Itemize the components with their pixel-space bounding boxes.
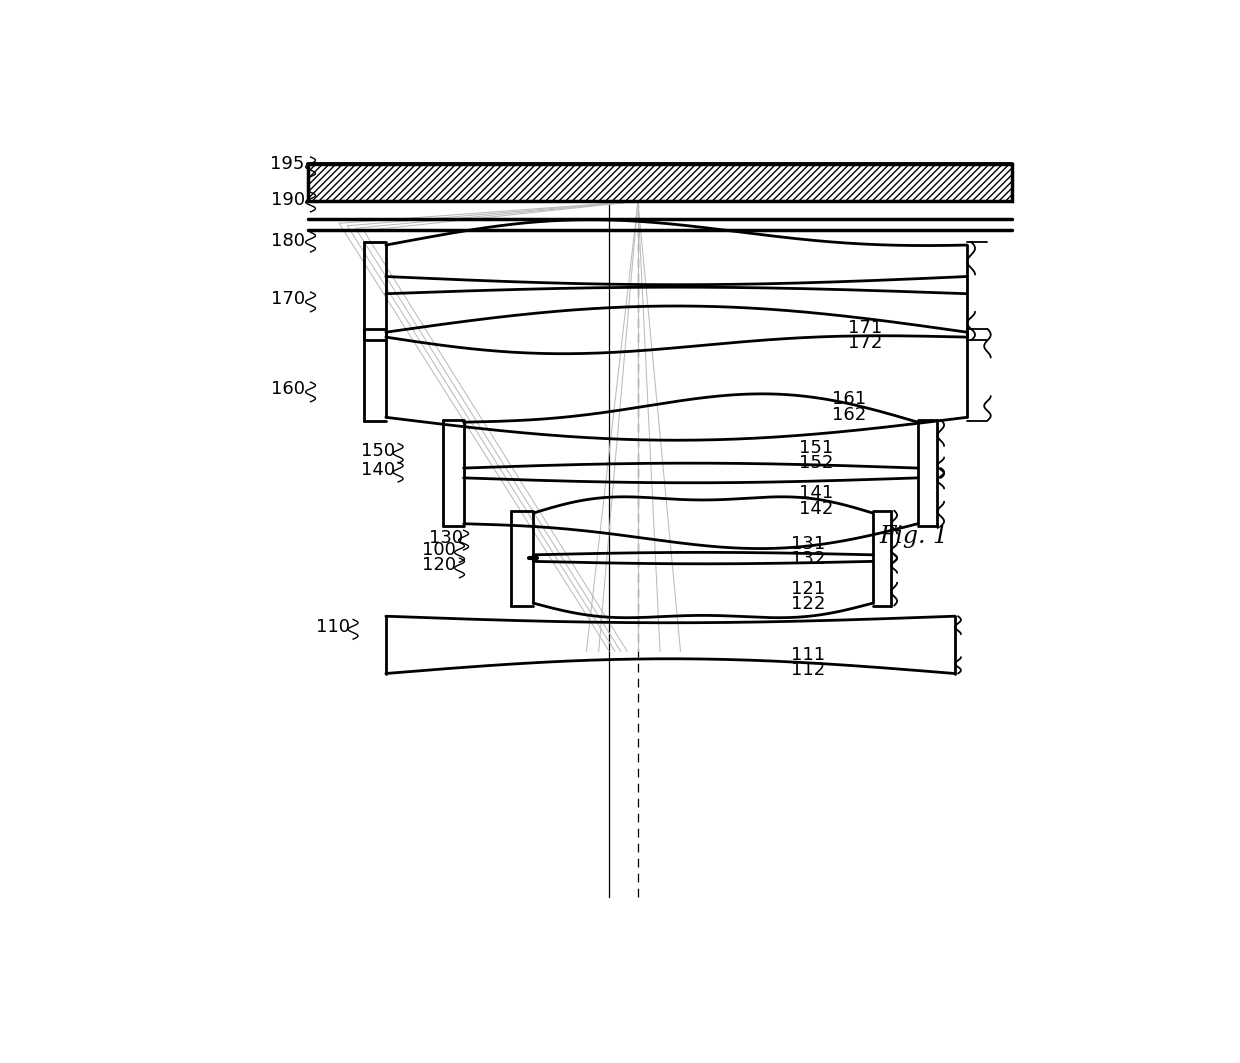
Text: 150: 150	[361, 442, 394, 460]
Text: 180: 180	[270, 232, 305, 250]
Text: 190: 190	[270, 190, 305, 208]
Text: 162: 162	[832, 406, 867, 424]
Text: 121: 121	[791, 580, 826, 598]
Text: 140: 140	[361, 460, 394, 478]
Text: 100: 100	[422, 541, 456, 559]
Text: 151: 151	[800, 439, 833, 457]
Text: 130: 130	[429, 528, 463, 546]
Text: 142: 142	[800, 500, 833, 518]
Text: 172: 172	[848, 334, 883, 352]
Text: 141: 141	[800, 485, 833, 503]
Text: 112: 112	[791, 661, 826, 679]
Text: 152: 152	[800, 454, 833, 472]
Text: 111: 111	[791, 646, 825, 664]
Text: 120: 120	[422, 556, 456, 574]
Text: 131: 131	[791, 535, 826, 553]
Text: 170: 170	[270, 290, 305, 308]
Text: 122: 122	[791, 595, 826, 613]
Text: 160: 160	[270, 381, 305, 399]
Text: 132: 132	[791, 550, 826, 568]
Text: Fig. 1: Fig. 1	[879, 525, 949, 549]
Text: 161: 161	[832, 390, 866, 408]
Text: 171: 171	[848, 319, 883, 337]
Text: 195: 195	[270, 155, 305, 173]
Bar	[308, 165, 1012, 201]
Text: 110: 110	[316, 618, 350, 636]
